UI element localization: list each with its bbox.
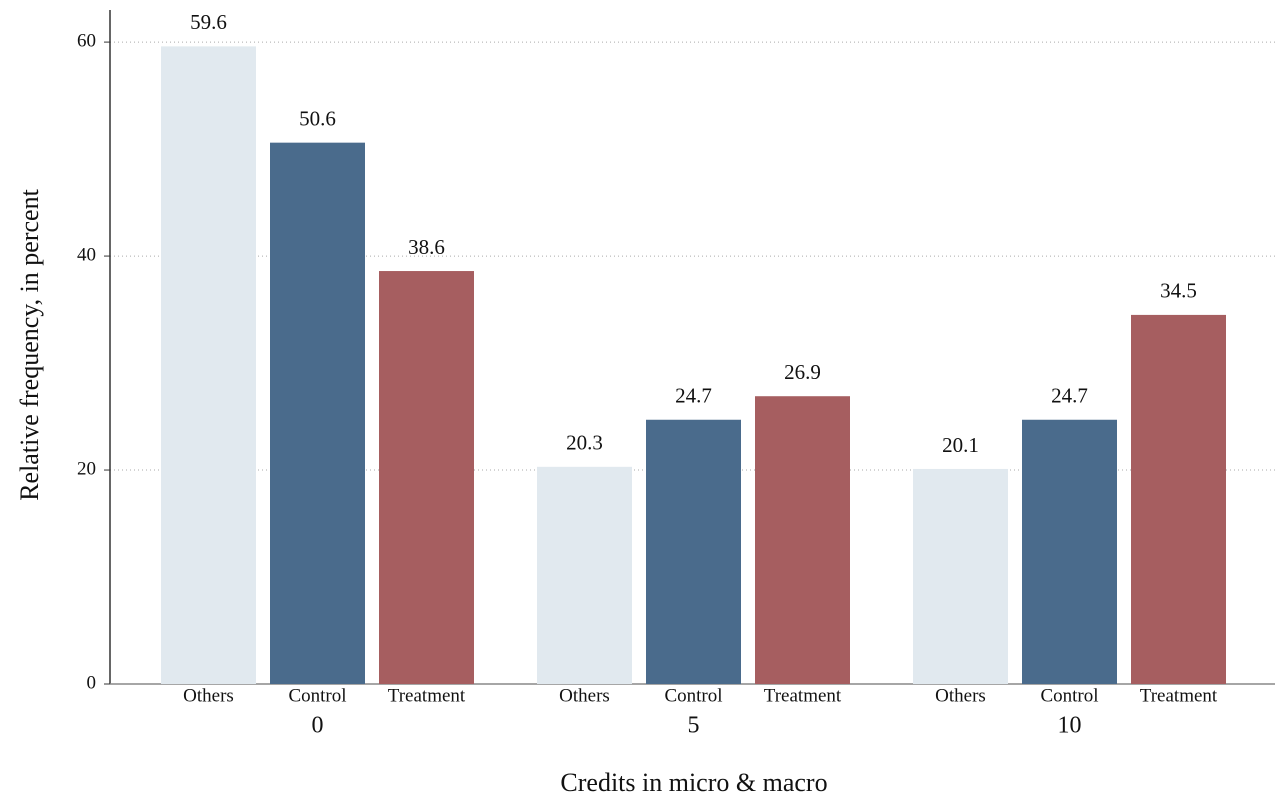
bar-label: Others bbox=[183, 685, 234, 706]
x-tick-label: 0 bbox=[312, 713, 324, 739]
bar bbox=[270, 142, 365, 684]
value-label: 24.7 bbox=[675, 384, 712, 408]
x-tick-label: 5 bbox=[688, 713, 700, 739]
value-label: 59.6 bbox=[190, 10, 227, 34]
bar-label: Treatment bbox=[388, 685, 466, 706]
value-label: 50.6 bbox=[299, 106, 336, 130]
value-label: 34.5 bbox=[1160, 279, 1197, 303]
bar bbox=[1022, 419, 1117, 684]
y-tick-label: 20 bbox=[77, 458, 96, 479]
value-label: 38.6 bbox=[408, 235, 445, 259]
value-label: 24.7 bbox=[1051, 384, 1088, 408]
value-label: 26.9 bbox=[784, 360, 821, 384]
value-label: 20.3 bbox=[566, 431, 603, 455]
bar bbox=[379, 271, 474, 684]
y-axis-label: Relative frequency, in percent bbox=[15, 188, 44, 500]
y-tick-label: 60 bbox=[77, 30, 96, 51]
x-axis-label: Credits in micro & macro bbox=[560, 768, 827, 797]
bar bbox=[646, 419, 741, 684]
bar bbox=[1131, 314, 1226, 684]
y-tick-label: 40 bbox=[77, 244, 96, 265]
bar-label: Others bbox=[559, 685, 610, 706]
bar-label: Control bbox=[288, 685, 346, 706]
value-label: 20.1 bbox=[942, 433, 979, 457]
bar bbox=[755, 396, 850, 684]
bar-label: Treatment bbox=[764, 685, 842, 706]
bar bbox=[537, 466, 632, 684]
bar bbox=[161, 46, 256, 684]
bar-label: Others bbox=[935, 685, 986, 706]
y-tick-label: 0 bbox=[87, 672, 97, 693]
bar bbox=[913, 468, 1008, 684]
bar-label: Control bbox=[1040, 685, 1098, 706]
bar-label: Treatment bbox=[1140, 685, 1218, 706]
x-tick-label: 10 bbox=[1058, 713, 1082, 739]
bar-label: Control bbox=[664, 685, 722, 706]
